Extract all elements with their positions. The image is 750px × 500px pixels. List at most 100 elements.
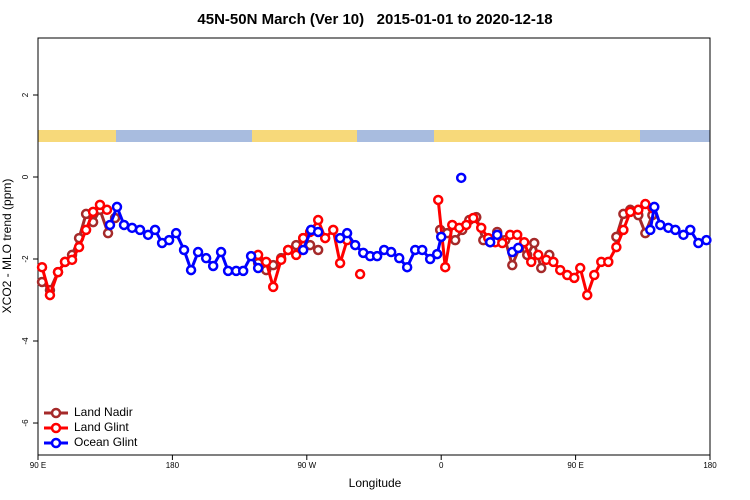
- point: [354, 268, 366, 280]
- point: [185, 264, 197, 276]
- point: [222, 265, 234, 277]
- legend-label: Ocean Glint: [74, 435, 138, 449]
- series: [104, 172, 712, 277]
- x-tick-label: 90 E: [567, 461, 583, 470]
- point: [66, 254, 78, 266]
- point: [142, 229, 154, 241]
- chart-title: 45N-50N March (Ver 10) 2015-01-01 to 202…: [197, 11, 552, 28]
- point: [511, 229, 523, 241]
- x-tick-label: 180: [166, 461, 180, 470]
- point: [44, 289, 56, 301]
- point: [554, 264, 566, 276]
- point: [432, 194, 444, 206]
- point: [111, 201, 123, 213]
- x-tick-label: 90 E: [30, 461, 46, 470]
- point: [633, 204, 644, 216]
- point: [611, 241, 622, 253]
- point: [424, 253, 436, 265]
- point: [645, 224, 656, 236]
- point: [455, 172, 467, 184]
- point: [297, 244, 309, 256]
- land-band: [252, 130, 357, 142]
- point: [237, 265, 249, 277]
- point: [104, 219, 116, 231]
- y-axis-label: XCO2 - MLO trend (ppm): [0, 179, 14, 314]
- point: [439, 261, 451, 273]
- point: [497, 237, 508, 249]
- point: [655, 219, 666, 231]
- point: [525, 256, 537, 268]
- point: [484, 236, 496, 248]
- legend-marker: [50, 422, 62, 434]
- point: [102, 227, 114, 239]
- point: [170, 227, 182, 239]
- point: [371, 250, 383, 262]
- land-band: [38, 130, 116, 142]
- point: [625, 206, 636, 218]
- y-tick-label: 2: [21, 92, 30, 97]
- map-strip: [38, 130, 710, 142]
- point: [101, 204, 113, 216]
- legend-label: Land Nadir: [74, 405, 133, 419]
- point: [215, 246, 227, 258]
- point: [290, 249, 302, 261]
- point: [685, 224, 696, 236]
- point: [468, 212, 479, 224]
- point: [491, 229, 503, 241]
- point: [149, 224, 161, 236]
- point: [349, 239, 361, 251]
- point: [52, 266, 64, 278]
- point: [94, 199, 106, 211]
- point: [312, 244, 324, 256]
- point: [416, 244, 428, 256]
- legend-marker: [50, 437, 62, 449]
- point: [475, 222, 487, 234]
- point: [252, 262, 264, 274]
- point: [192, 246, 204, 258]
- point: [312, 226, 324, 238]
- point: [80, 224, 92, 236]
- legend-marker: [50, 407, 62, 419]
- point: [36, 261, 48, 273]
- point: [574, 262, 586, 274]
- point: [461, 219, 472, 231]
- point: [275, 254, 287, 266]
- point: [603, 256, 614, 268]
- point: [507, 259, 518, 271]
- point: [670, 224, 681, 236]
- y-tick-label: -4: [21, 337, 30, 345]
- point: [589, 269, 600, 281]
- point: [163, 234, 175, 246]
- point: [312, 214, 324, 226]
- point: [528, 237, 540, 249]
- point: [431, 248, 443, 260]
- point: [341, 227, 353, 239]
- point: [401, 261, 413, 273]
- plot-frame: [37, 37, 711, 456]
- point: [260, 256, 272, 268]
- y-tick-label: -6: [21, 419, 30, 427]
- point: [678, 229, 689, 241]
- point: [518, 236, 530, 248]
- point: [569, 272, 580, 284]
- x-tick-label: 90 W: [297, 461, 316, 470]
- point: [334, 257, 346, 269]
- point: [73, 241, 85, 253]
- point: [385, 246, 397, 258]
- point: [533, 249, 544, 261]
- point: [693, 237, 704, 249]
- y-tick-label: 0: [21, 174, 30, 179]
- point: [87, 206, 99, 218]
- point: [178, 244, 190, 256]
- point: [649, 201, 660, 213]
- x-tick-label: 0: [439, 461, 444, 470]
- point: [435, 231, 447, 243]
- point: [334, 232, 346, 244]
- point: [245, 250, 257, 262]
- y-tick-label: -2: [21, 255, 30, 263]
- legend-label: Land Glint: [74, 420, 129, 434]
- point: [449, 234, 461, 246]
